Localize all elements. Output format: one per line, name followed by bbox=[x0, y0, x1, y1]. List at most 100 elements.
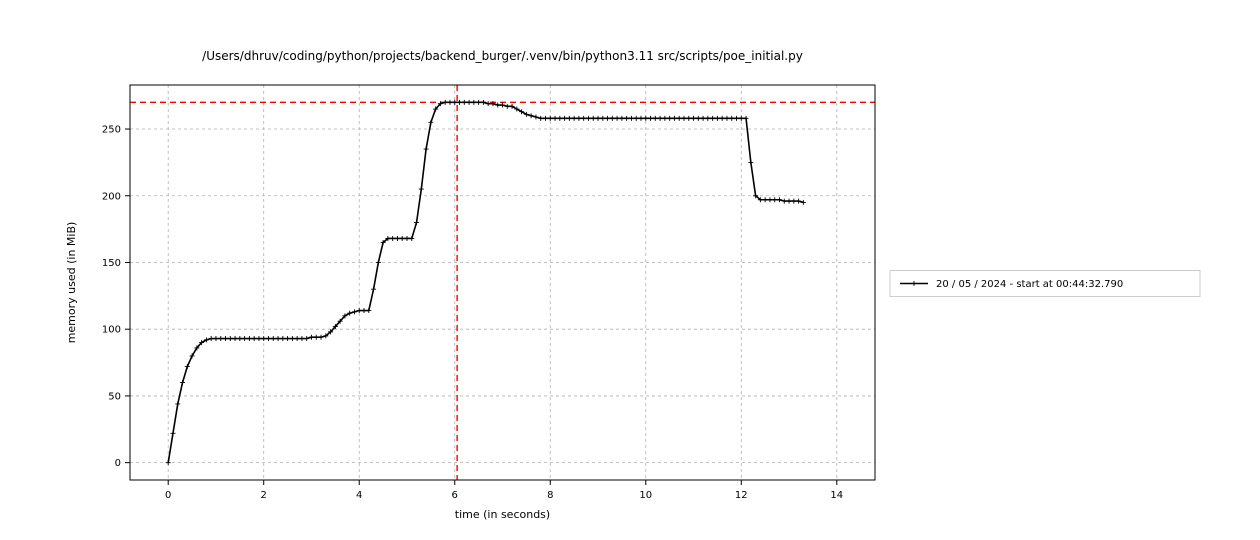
y-tick-label: 200 bbox=[102, 191, 121, 202]
series-marker bbox=[529, 113, 534, 118]
series-marker bbox=[672, 116, 677, 121]
series-marker bbox=[658, 116, 663, 121]
series-marker bbox=[371, 287, 376, 292]
chart-svg: 02468101214050100150200250time (in secon… bbox=[0, 0, 1260, 540]
series-marker bbox=[710, 116, 715, 121]
series-marker bbox=[233, 336, 238, 341]
series-marker bbox=[218, 336, 223, 341]
series-marker bbox=[748, 160, 753, 165]
series-marker bbox=[505, 104, 510, 109]
x-tick-label: 12 bbox=[735, 490, 748, 501]
series-marker bbox=[662, 116, 667, 121]
series-marker bbox=[629, 116, 634, 121]
series-marker bbox=[209, 336, 214, 341]
x-tick-label: 6 bbox=[452, 490, 458, 501]
series-marker bbox=[586, 116, 591, 121]
series-marker bbox=[724, 116, 729, 121]
series-marker bbox=[180, 380, 185, 385]
series-marker bbox=[443, 100, 448, 105]
series-marker bbox=[543, 116, 548, 121]
series-marker bbox=[667, 116, 672, 121]
x-axis-label: time (in seconds) bbox=[455, 508, 550, 521]
series-line bbox=[168, 102, 803, 462]
series-marker bbox=[280, 336, 285, 341]
series-marker bbox=[701, 116, 706, 121]
series-marker bbox=[409, 236, 414, 241]
series-marker bbox=[166, 460, 171, 465]
series-marker bbox=[772, 197, 777, 202]
series-marker bbox=[691, 116, 696, 121]
series-marker bbox=[715, 116, 720, 121]
series-marker bbox=[796, 199, 801, 204]
series-marker bbox=[605, 116, 610, 121]
series-marker bbox=[247, 336, 252, 341]
series-marker bbox=[309, 335, 314, 340]
series-marker bbox=[705, 116, 710, 121]
series-marker bbox=[567, 116, 572, 121]
series-marker bbox=[404, 236, 409, 241]
series-marker bbox=[744, 116, 749, 121]
series-marker bbox=[390, 236, 395, 241]
series-marker bbox=[271, 336, 276, 341]
axes-frame bbox=[130, 85, 875, 480]
series-marker bbox=[395, 236, 400, 241]
y-tick-label: 250 bbox=[102, 125, 121, 136]
series-marker bbox=[638, 116, 643, 121]
series-marker bbox=[242, 336, 247, 341]
series-marker bbox=[763, 197, 768, 202]
series-marker bbox=[619, 116, 624, 121]
series-marker bbox=[681, 116, 686, 121]
series-marker bbox=[653, 116, 658, 121]
series-marker bbox=[299, 336, 304, 341]
series-marker bbox=[643, 116, 648, 121]
x-tick-label: 10 bbox=[639, 490, 652, 501]
y-tick-label: 50 bbox=[108, 391, 121, 402]
series-marker bbox=[648, 116, 653, 121]
series-marker bbox=[720, 116, 725, 121]
series-marker bbox=[553, 116, 558, 121]
series-marker bbox=[610, 116, 615, 121]
series-marker bbox=[624, 116, 629, 121]
series-marker bbox=[734, 116, 739, 121]
series-marker bbox=[481, 100, 486, 105]
series-marker bbox=[696, 116, 701, 121]
series-marker bbox=[739, 116, 744, 121]
series-marker bbox=[777, 197, 782, 202]
series-marker bbox=[261, 336, 266, 341]
series-marker bbox=[791, 199, 796, 204]
series-marker bbox=[596, 116, 601, 121]
series-marker bbox=[424, 147, 429, 152]
x-tick-label: 14 bbox=[830, 490, 843, 501]
series-marker bbox=[223, 336, 228, 341]
series-marker bbox=[686, 116, 691, 121]
series-marker bbox=[447, 100, 452, 105]
series-marker bbox=[533, 115, 538, 120]
memory-profile-chart: 02468101214050100150200250time (in secon… bbox=[0, 0, 1260, 540]
series-marker bbox=[476, 100, 481, 105]
series-marker bbox=[486, 101, 491, 106]
x-tick-label: 4 bbox=[356, 490, 362, 501]
series-marker bbox=[462, 100, 467, 105]
series-marker bbox=[256, 336, 261, 341]
series-marker bbox=[276, 336, 281, 341]
series-marker bbox=[428, 120, 433, 125]
series-marker bbox=[185, 364, 190, 369]
series-marker bbox=[252, 336, 257, 341]
series-marker bbox=[562, 116, 567, 121]
series-marker bbox=[729, 116, 734, 121]
series-marker bbox=[175, 401, 180, 406]
x-tick-label: 2 bbox=[261, 490, 267, 501]
series-marker bbox=[352, 309, 357, 314]
series-marker bbox=[376, 260, 381, 265]
series-marker bbox=[634, 116, 639, 121]
series-marker bbox=[787, 199, 792, 204]
series-marker bbox=[266, 336, 271, 341]
series-marker bbox=[548, 116, 553, 121]
series-marker bbox=[366, 308, 371, 313]
series-marker bbox=[591, 116, 596, 121]
series-marker bbox=[319, 335, 324, 340]
series-marker bbox=[362, 308, 367, 313]
series-marker bbox=[170, 431, 175, 436]
series-marker bbox=[615, 116, 620, 121]
y-tick-label: 150 bbox=[102, 258, 121, 269]
